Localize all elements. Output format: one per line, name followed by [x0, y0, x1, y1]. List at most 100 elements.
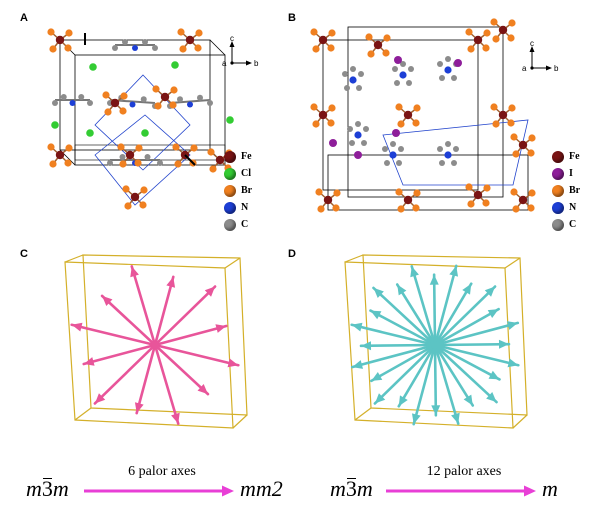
atom-br	[328, 29, 336, 37]
atom-br	[195, 29, 203, 37]
cube-edge	[224, 257, 241, 269]
supercell-edge	[94, 114, 191, 206]
atom-c	[60, 94, 67, 100]
atom-c	[112, 45, 118, 51]
panel-a-legend: Fe Cl Br N C	[224, 148, 252, 233]
atom-c	[396, 160, 402, 166]
atom-c	[408, 66, 414, 72]
atom-c	[363, 126, 369, 132]
atom-c	[355, 121, 361, 127]
polar-axis-shaft	[153, 275, 175, 347]
atom-br	[483, 29, 491, 37]
atom-br	[413, 104, 421, 112]
polar-axis-arrowhead	[102, 295, 113, 306]
atom-br	[510, 188, 518, 196]
polar-axis-shaft	[70, 323, 157, 347]
polar-axis-shaft	[410, 265, 437, 347]
atom-br	[508, 104, 516, 112]
polar-axes-center	[431, 341, 439, 349]
atom-br	[397, 120, 405, 128]
panel-d-arrow-label: 12 palor axes	[426, 464, 502, 479]
atom-br	[527, 149, 535, 157]
atom-c	[445, 56, 451, 62]
atom-br	[135, 144, 143, 152]
atom-ball-icon	[552, 150, 564, 163]
atom-c	[400, 61, 406, 67]
legend-symbol: Fe	[569, 151, 580, 162]
atom-br	[179, 45, 187, 53]
atom-n	[69, 100, 76, 106]
polar-axis-arrowhead	[484, 286, 496, 297]
panel-c-parent-point-group: m3m	[26, 476, 69, 502]
atom-br	[170, 86, 178, 94]
polar-axis-arrowhead	[451, 412, 460, 424]
cube-edge	[354, 407, 372, 421]
polar-axis-arrowhead	[373, 287, 384, 299]
atom-br	[490, 18, 498, 26]
atom-c	[439, 75, 445, 81]
atom-c	[453, 146, 459, 152]
atom-br	[64, 159, 72, 167]
parent-group-m2: m	[52, 476, 69, 501]
atom-c	[140, 96, 147, 103]
polar-axis-arrowhead	[398, 395, 408, 407]
polar-axis-shaft	[153, 343, 210, 396]
atom-ball-icon	[552, 167, 564, 180]
atom-c	[392, 66, 398, 72]
atom-br	[49, 160, 57, 168]
legend-symbol: Cl	[241, 168, 251, 179]
atom-br	[317, 205, 325, 213]
polar-axis-shaft	[359, 343, 437, 348]
atom-c	[347, 126, 353, 132]
legend-item-br: Br	[552, 182, 580, 199]
panel-d-label: D	[288, 248, 296, 260]
atom-fe	[518, 140, 528, 150]
polar-axis-shaft	[433, 285, 497, 347]
atom-br	[102, 91, 110, 99]
panel-c-arrow-label: 6 palor axes	[128, 464, 196, 479]
atom-br	[507, 34, 515, 42]
polar-axis-arrowhead	[166, 276, 176, 288]
polar-axis-arrowhead	[227, 358, 239, 368]
atom-n	[132, 45, 138, 51]
atom-i	[392, 129, 400, 137]
atom-c	[78, 94, 85, 100]
polar-axis-shaft	[153, 343, 240, 367]
panel-b-crystal-structure	[310, 18, 536, 213]
atom-fe	[498, 25, 508, 35]
atom-br	[395, 103, 403, 111]
polar-axis-arrowhead	[371, 372, 383, 381]
atom-c	[207, 100, 213, 106]
panel-a-label: A	[20, 12, 28, 24]
atom-br	[508, 19, 516, 27]
polar-axis-shaft	[373, 343, 437, 405]
atom-br	[328, 104, 336, 112]
axis-a-label: a	[522, 64, 527, 73]
polar-axis-arrowhead	[134, 402, 144, 414]
parent-group-3bar: 3	[41, 476, 53, 501]
polar-axis-shaft	[82, 343, 157, 366]
polar-axis-shaft	[397, 343, 437, 408]
atom-br	[483, 184, 491, 192]
atom-c	[390, 141, 396, 147]
atom-fe	[55, 150, 65, 160]
panel-b-axis-triad: c a b	[522, 39, 559, 73]
atom-c	[349, 140, 355, 146]
panel-c-transition-arrow	[84, 485, 234, 497]
atom-br	[169, 101, 177, 109]
atom-i	[329, 139, 337, 147]
atom-c	[361, 140, 367, 146]
polar-axis-shaft	[433, 321, 520, 347]
atom-ball-icon	[552, 184, 564, 197]
atom-c	[177, 96, 183, 103]
polar-axis-shaft	[433, 343, 475, 407]
polar-axis-arrowhead	[411, 413, 421, 425]
atom-cl	[141, 129, 149, 137]
atom-br	[512, 150, 520, 158]
polar-axis-shaft	[370, 343, 437, 383]
atom-br	[528, 189, 536, 197]
atom-cl	[89, 63, 97, 71]
atom-c	[107, 160, 113, 166]
legend-item-i: I	[552, 165, 580, 182]
atom-br	[65, 29, 73, 37]
